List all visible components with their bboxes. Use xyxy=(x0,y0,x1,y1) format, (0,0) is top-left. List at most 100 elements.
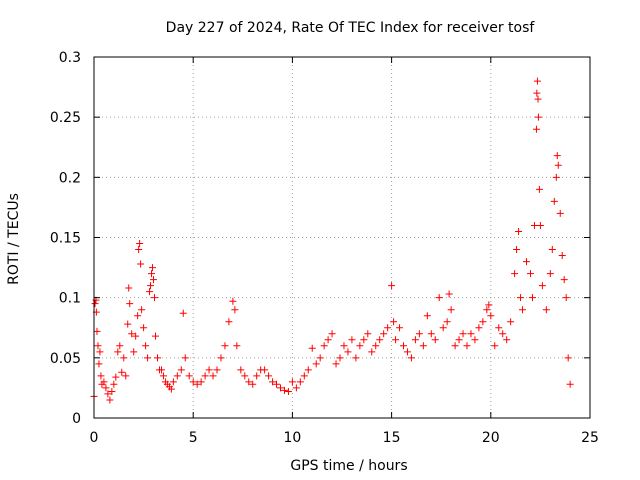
data-point xyxy=(273,380,281,388)
data-point xyxy=(167,385,175,393)
data-point xyxy=(507,318,515,326)
data-point xyxy=(100,378,108,386)
data-point xyxy=(548,246,556,254)
data-point xyxy=(554,161,562,169)
y-tick-label: 0.05 xyxy=(50,351,81,367)
data-point xyxy=(153,354,161,362)
data-point xyxy=(231,306,239,314)
data-point xyxy=(221,342,229,350)
data-point xyxy=(94,342,102,350)
data-point xyxy=(96,348,104,356)
data-point xyxy=(169,378,177,386)
data-point xyxy=(93,327,101,335)
data-point xyxy=(308,344,316,352)
data-point xyxy=(95,360,103,368)
tick-labels: 0 5 10 15 20 25 0 0.05 0.1 0.15 0.2 0.25 0.3 xyxy=(50,50,599,446)
x-tick-label: 15 xyxy=(383,430,401,446)
data-point xyxy=(205,366,213,374)
data-point xyxy=(392,336,400,344)
data-point xyxy=(116,342,124,350)
data-point xyxy=(455,336,463,344)
data-point xyxy=(491,342,499,350)
data-point xyxy=(511,270,519,278)
data-point xyxy=(390,318,398,326)
data-point xyxy=(189,378,197,386)
y-axis-label: ROTI / TECUs xyxy=(6,193,22,285)
data-point xyxy=(384,324,392,332)
data-point xyxy=(483,306,491,314)
data-point xyxy=(550,197,558,205)
data-point xyxy=(140,324,148,332)
data-point xyxy=(144,354,152,362)
data-point xyxy=(136,240,144,248)
y-tick-label: 0.1 xyxy=(59,291,81,307)
data-point xyxy=(388,282,396,290)
data-point xyxy=(151,294,159,302)
data-point xyxy=(435,294,443,302)
data-point xyxy=(225,318,233,326)
data-point xyxy=(157,366,165,374)
data-point xyxy=(523,258,531,266)
data-point xyxy=(181,354,189,362)
data-point xyxy=(229,297,237,305)
data-point xyxy=(125,284,133,292)
data-point xyxy=(159,372,167,380)
data-point xyxy=(237,366,245,374)
data-point xyxy=(519,306,527,314)
data-point xyxy=(400,342,408,350)
data-point xyxy=(479,318,487,326)
data-point xyxy=(108,388,116,396)
data-point xyxy=(201,372,209,380)
data-point xyxy=(513,246,521,254)
data-point xyxy=(269,378,277,386)
data-point xyxy=(340,342,348,350)
data-point xyxy=(535,185,543,193)
data-point xyxy=(138,306,146,314)
data-point xyxy=(485,301,493,309)
data-point xyxy=(132,332,140,340)
y-tick-label: 0.25 xyxy=(50,110,81,126)
data-point xyxy=(499,330,507,338)
data-point xyxy=(300,372,308,380)
data-point xyxy=(284,388,292,396)
data-point xyxy=(443,318,451,326)
data-point xyxy=(152,332,160,340)
data-point xyxy=(536,221,544,229)
data-point xyxy=(336,354,344,362)
data-point xyxy=(320,342,328,350)
data-point xyxy=(348,336,356,344)
data-point xyxy=(503,336,511,344)
data-point xyxy=(376,336,384,344)
data-point xyxy=(217,354,225,362)
data-points xyxy=(90,77,574,404)
data-point xyxy=(110,380,118,388)
data-point xyxy=(97,372,105,380)
data-point xyxy=(517,294,525,302)
x-tick-label: 10 xyxy=(283,430,301,446)
data-point xyxy=(177,366,185,374)
data-point xyxy=(403,348,411,356)
data-point xyxy=(360,336,368,344)
data-point xyxy=(534,95,542,103)
data-point xyxy=(147,282,155,290)
data-point xyxy=(407,354,415,362)
y-tick-label: 0.2 xyxy=(59,170,81,186)
data-point xyxy=(411,336,419,344)
data-point xyxy=(135,246,143,254)
data-point xyxy=(427,330,435,338)
data-point xyxy=(134,312,142,320)
data-point xyxy=(213,366,221,374)
data-point xyxy=(245,378,253,386)
data-point xyxy=(288,378,296,386)
data-point xyxy=(445,290,453,298)
data-point xyxy=(530,221,538,229)
data-point xyxy=(265,372,273,380)
data-point xyxy=(431,336,439,344)
data-point xyxy=(566,380,574,388)
data-point xyxy=(546,270,554,278)
data-point xyxy=(542,306,550,314)
data-point xyxy=(471,336,479,344)
data-point xyxy=(368,348,376,356)
data-point xyxy=(150,276,158,284)
